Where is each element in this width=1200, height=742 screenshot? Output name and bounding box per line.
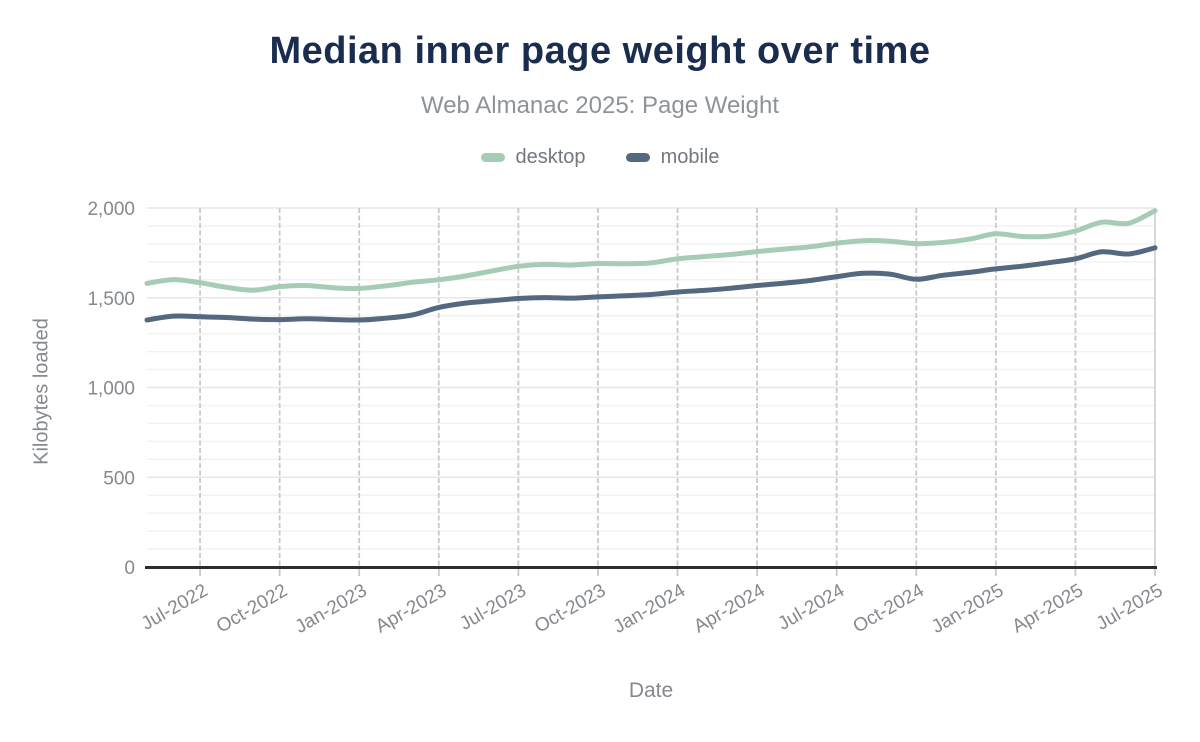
legend-item-mobile: mobile [625, 146, 720, 169]
x-tick-label: Jan-2024 [610, 580, 689, 638]
x-tick-label: Oct-2023 [531, 580, 609, 637]
y-tick-label: 0 [124, 558, 135, 579]
x-tick-label: Oct-2022 [213, 580, 291, 637]
legend-item-desktop: desktop [480, 146, 586, 169]
mobile-line [144, 245, 1158, 323]
chart-subtitle: Web Almanac 2025: Page Weight [420, 92, 779, 119]
y-axis-title: Kilobytes loaded [30, 318, 53, 465]
x-tick-label: Apr-2025 [1009, 580, 1087, 637]
desktop-line [144, 208, 1158, 293]
mobile-legend-label: mobile [660, 146, 720, 168]
mobile-series-swatch [625, 153, 650, 162]
y-tick-label: 1,500 [87, 289, 135, 310]
y-tick-label: 1,000 [87, 379, 135, 400]
x-tick-label: Jul-2023 [456, 580, 530, 635]
desktop-series-swatch [480, 153, 505, 162]
x-tick-label: Jan-2025 [928, 580, 1007, 638]
x-tick-label: Jul-2022 [138, 580, 212, 635]
desktop-legend-label: desktop [515, 146, 586, 168]
x-tick-label: Jul-2024 [775, 580, 849, 635]
x-tick-label: Oct-2024 [850, 580, 929, 637]
x-tick-label: Jul-2025 [1093, 580, 1167, 635]
chart-title: Median inner page weight over time [269, 30, 931, 72]
y-tick-label: 2,000 [87, 199, 135, 220]
x-tick-label: Apr-2024 [690, 580, 769, 637]
x-tick-label: Apr-2023 [372, 580, 450, 637]
x-axis-title: Date [628, 679, 674, 702]
y-tick-label: 500 [103, 468, 135, 489]
legend: desktop mobile [0, 146, 1200, 169]
x-tick-label: Jan-2023 [292, 580, 371, 638]
